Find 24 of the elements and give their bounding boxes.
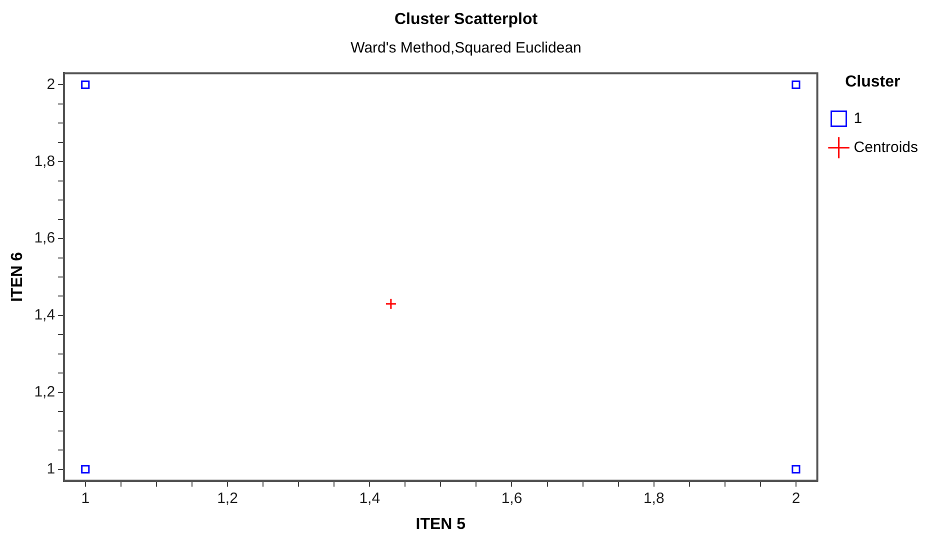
point bbox=[792, 464, 800, 474]
legend-title: Cluster bbox=[845, 73, 900, 90]
chart-subtitle: Ward's Method,Squared Euclidean bbox=[350, 39, 582, 56]
legend-label: Centroids bbox=[854, 138, 918, 156]
x-tick-label: 1,8 bbox=[643, 490, 664, 507]
y-axis-title: ITEN 6 bbox=[9, 252, 26, 302]
point bbox=[81, 464, 90, 474]
y-tick-label: 1,6 bbox=[34, 230, 56, 247]
x-tick-label: 2 bbox=[792, 490, 800, 507]
x-tick-label: 1,2 bbox=[217, 490, 238, 507]
x-tick-label: 1 bbox=[81, 490, 90, 507]
chart-title: Cluster Scatterplot bbox=[394, 11, 538, 28]
y-tick-label: 2 bbox=[46, 76, 56, 93]
point bbox=[81, 80, 90, 90]
point bbox=[792, 80, 800, 90]
x-axis-title: ITEN 5 bbox=[416, 516, 466, 533]
y-tick-label: 1,2 bbox=[34, 384, 56, 400]
y-tick-label: 1 bbox=[46, 460, 56, 478]
y-tick-label: 1,4 bbox=[34, 306, 56, 324]
x-tick-label: 1,4 bbox=[359, 490, 380, 507]
y-tick-label: 1,8 bbox=[34, 152, 56, 170]
legend-label: 1 bbox=[854, 110, 862, 127]
point bbox=[385, 298, 397, 310]
x-tick-label: 1,6 bbox=[501, 490, 522, 507]
